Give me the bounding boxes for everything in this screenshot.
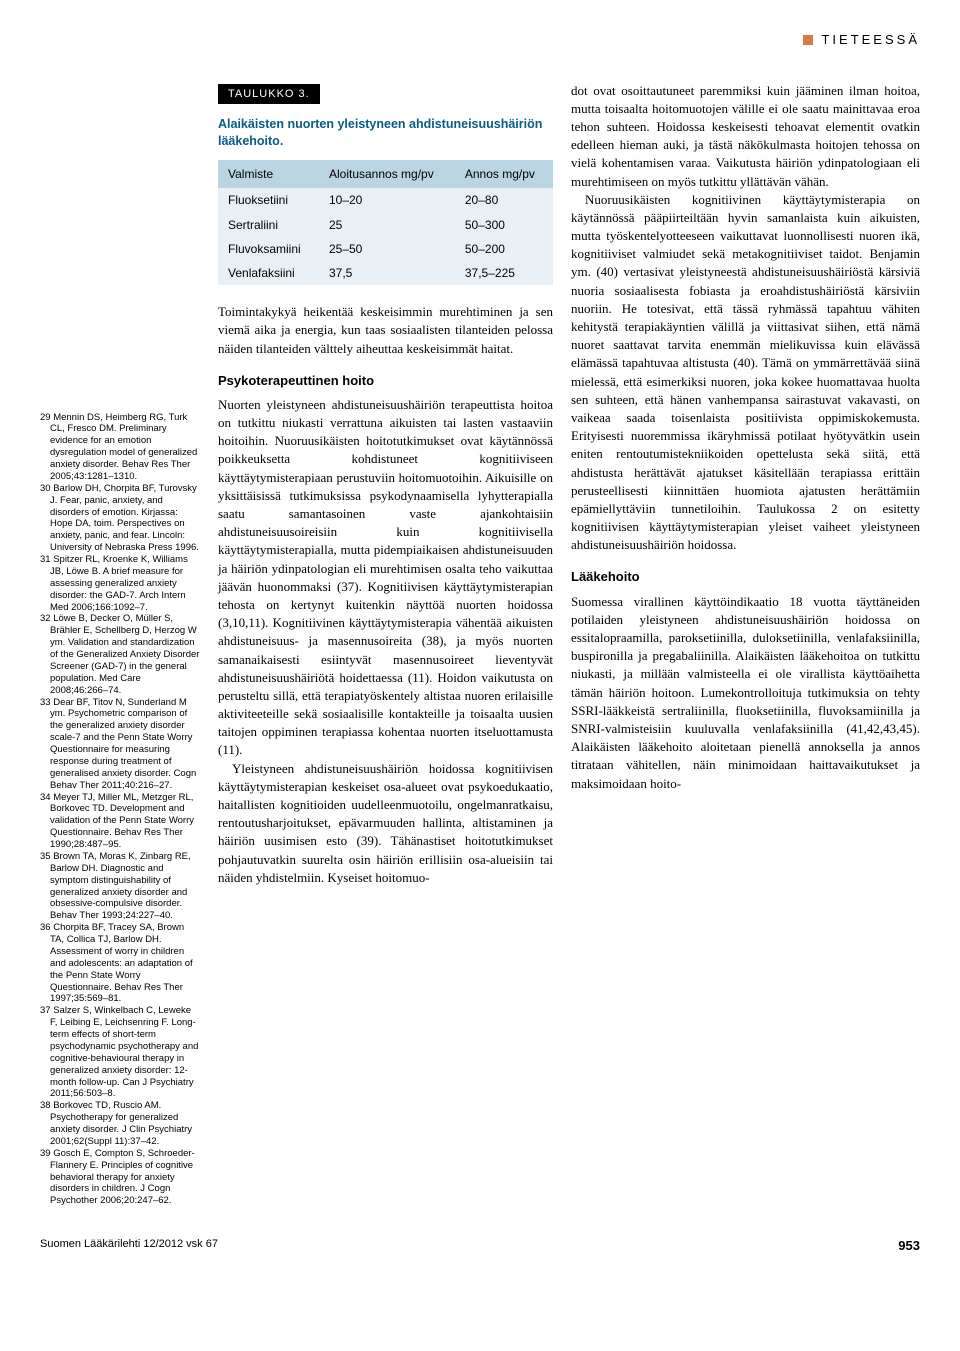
table-cell: 50–300 (455, 213, 553, 237)
reference-item: 30 Barlow DH, Chorpita BF, Turovsky J. F… (40, 483, 200, 554)
reference-item: 37 Salzer S, Winkelbach C, Leweke F, Lei… (40, 1005, 200, 1100)
table-body: Fluoksetiini10–2020–80Sertraliini2550–30… (218, 188, 553, 285)
table-cell: 37,5 (319, 261, 455, 285)
reference-item: 33 Dear BF, Titov N, Sunderland M ym. Ps… (40, 697, 200, 792)
table-row: Fluvoksamiini25–5050–200 (218, 237, 553, 261)
drug-table: ValmisteAloitusannos mg/pvAnnos mg/pv Fl… (218, 160, 553, 285)
right-p2: Nuoruusikäisten kognitiivinen käyttäytym… (571, 191, 920, 555)
reference-item: 34 Meyer TJ, Miller ML, Metzger RL, Bork… (40, 792, 200, 851)
table-header-cell: Annos mg/pv (455, 160, 553, 188)
right-column: dot ovat osoittautuneet paremmiksi kuin … (571, 82, 920, 1208)
table-cell: Venlafaksiini (218, 261, 319, 285)
middle-body-text: Toimintakykyä heikentää keskeisimmin mur… (218, 303, 553, 887)
table-header-cell: Valmiste (218, 160, 319, 188)
page-header: TIETEESSÄ (40, 30, 920, 52)
table-header-row: ValmisteAloitusannos mg/pvAnnos mg/pv (218, 160, 553, 188)
page-number: 953 (898, 1237, 920, 1255)
table-title: Alaikäisten nuorten yleistyneen ahdistun… (218, 104, 553, 160)
reference-item: 36 Chorpita BF, Tracey SA, Brown TA, Col… (40, 922, 200, 1005)
right-p3: Suomessa virallinen käyttöindikaatio 18 … (571, 593, 920, 793)
reference-item: 31 Spitzer RL, Kroenke K, Williams JB, L… (40, 554, 200, 613)
reference-item: 39 Gosch E, Compton S, Schroeder-Flanner… (40, 1148, 200, 1207)
section-label: TIETEESSÄ (803, 31, 920, 49)
table-3: TAULUKKO 3. Alaikäisten nuorten yleistyn… (218, 82, 553, 286)
table-cell: 25–50 (319, 237, 455, 261)
table-row: Sertraliini2550–300 (218, 213, 553, 237)
table-cell: Sertraliini (218, 213, 319, 237)
journal-info: Suomen Lääkärilehti 12/2012 vsk 67 (40, 1237, 218, 1255)
table-cell: Fluoksetiini (218, 188, 319, 212)
subheading-medication: Lääkehoito (571, 568, 920, 586)
table-cell: 10–20 (319, 188, 455, 212)
reference-item: 35 Brown TA, Moras K, Zinbarg RE, Barlow… (40, 851, 200, 922)
references-column: 29 Mennin DS, Heimberg RG, Turk CL, Fres… (40, 82, 200, 1208)
table-row: Venlafaksiini37,537,5–225 (218, 261, 553, 285)
middle-p2: Yleistyneen ahdistuneisuushäiriön hoidos… (218, 760, 553, 887)
subheading-psychotherapy: Psykoterapeuttinen hoito (218, 372, 553, 390)
table-row: Fluoksetiini10–2020–80 (218, 188, 553, 212)
right-p1: dot ovat osoittautuneet paremmiksi kuin … (571, 82, 920, 191)
table-label: TAULUKKO 3. (218, 84, 320, 105)
table-cell: Fluvoksamiini (218, 237, 319, 261)
intro-para: Toimintakykyä heikentää keskeisimmin mur… (218, 303, 553, 358)
table-header-cell: Aloitusannos mg/pv (319, 160, 455, 188)
table-cell: 37,5–225 (455, 261, 553, 285)
table-cell: 25 (319, 213, 455, 237)
reference-item: 38 Borkovec TD, Ruscio AM. Psychotherapy… (40, 1100, 200, 1148)
reference-item: 29 Mennin DS, Heimberg RG, Turk CL, Fres… (40, 412, 200, 483)
table-cell: 50–200 (455, 237, 553, 261)
middle-column: TAULUKKO 3. Alaikäisten nuorten yleistyn… (218, 82, 553, 1208)
middle-p1: Nuorten yleistyneen ahdistuneisuushäiriö… (218, 396, 553, 760)
page-footer: Suomen Lääkärilehti 12/2012 vsk 67 953 (40, 1237, 920, 1255)
references-list: 29 Mennin DS, Heimberg RG, Turk CL, Fres… (40, 412, 200, 1208)
reference-item: 32 Löwe B, Decker O, Müller S, Brähler E… (40, 613, 200, 696)
table-cell: 20–80 (455, 188, 553, 212)
main-layout: 29 Mennin DS, Heimberg RG, Turk CL, Fres… (40, 82, 920, 1208)
